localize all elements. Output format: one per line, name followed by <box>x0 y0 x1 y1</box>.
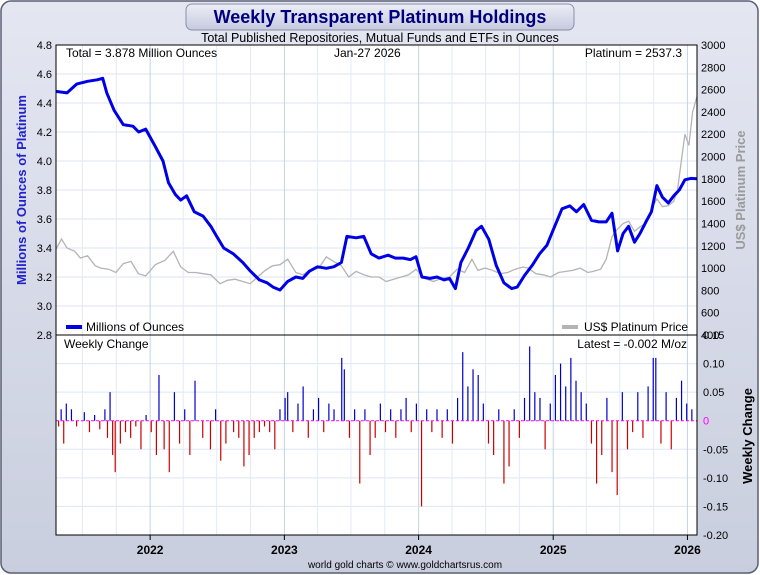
title-box <box>185 3 575 31</box>
y2-tick-label: 600 <box>701 308 719 320</box>
chart-subtitle: Total Published Repositories, Mutual Fun… <box>201 31 559 45</box>
y2-tick-label: 2400 <box>701 107 725 119</box>
y2-tick-label: 1800 <box>701 174 725 186</box>
change-tick-label: 0 <box>703 416 709 428</box>
y-tick-label: 3.6 <box>37 214 52 226</box>
axis-labels: 4.8 4.6 4.4 4.2 4.0 3.8 3.6 3.4 3.2 3.0 2.8 3000 280… <box>37 40 728 557</box>
holdings-line <box>55 76 698 292</box>
change-tick-label: -0.05 <box>703 444 728 456</box>
price-annotation: Platinum = 2537.3 <box>585 46 682 60</box>
plot-border <box>55 44 698 536</box>
x-tick-label: 2022 <box>137 543 164 557</box>
y2-tick-label: 1000 <box>701 263 725 275</box>
weekly-change-bars <box>56 346 698 507</box>
y2-tick-label: 2000 <box>701 152 725 164</box>
y-tick-label: 4.4 <box>37 98 52 110</box>
change-tick-label: -0.15 <box>703 501 728 513</box>
change-tick-label: -0.20 <box>703 530 728 542</box>
y2-tick-label: 400 <box>701 330 719 342</box>
change-tick-label: 0.05 <box>703 387 724 399</box>
latest-annotation: Latest = -0.002 M/oz <box>577 337 687 351</box>
y-tick-label: 3.0 <box>37 301 52 313</box>
y2-tick-label: 2800 <box>701 62 725 74</box>
weekly-change-axis-label: Weekly Change <box>740 388 755 484</box>
y2-tick-label: 1600 <box>701 196 725 208</box>
y2-tick-label: 2200 <box>701 129 725 141</box>
y2-tick-label: 800 <box>701 285 719 297</box>
y-tick-label: 3.4 <box>37 243 52 255</box>
y-tick-label: 4.8 <box>37 40 52 52</box>
y-tick-label: 3.2 <box>37 272 52 284</box>
series-lines <box>55 76 698 292</box>
chart-title: Weekly Transparent Platinum Holdings <box>214 7 547 27</box>
plot-background <box>56 45 697 535</box>
y2-tick-label: 2600 <box>701 85 725 97</box>
y-tick-label: 4.6 <box>37 69 52 81</box>
date-annotation: Jan-27 2026 <box>334 46 401 60</box>
y2-tick-label: 1200 <box>701 241 725 253</box>
y-tick-label: 3.8 <box>37 185 52 197</box>
y-tick-label: 2.8 <box>37 330 52 342</box>
y-tick-label: 4.2 <box>37 127 52 139</box>
change-tick-label: 0.15 <box>703 330 724 342</box>
total-annotation: Total = 3.878 Million Ounces <box>66 46 217 60</box>
legend-price-label: US$ Platinum Price <box>584 320 688 334</box>
footer-credit: world gold charts © www.goldchartsrus.co… <box>307 560 502 571</box>
change-tick-label: 0.10 <box>703 359 724 371</box>
y-tick-label: 4.0 <box>37 156 52 168</box>
x-tick-label: 2025 <box>540 543 567 557</box>
y2-tick-label: 1400 <box>701 218 725 230</box>
y2-axis-label: US$ Platinum Price <box>733 130 748 249</box>
x-tick-label: 2024 <box>405 543 432 557</box>
x-tick-label: 2023 <box>271 543 298 557</box>
y-axis-label: Millions of Ounces of Platinum <box>14 95 29 285</box>
y2-tick-label: 3000 <box>701 40 725 52</box>
x-tick-label: 2026 <box>674 543 701 557</box>
price-line <box>55 96 698 285</box>
legend-ounces-label: Millions of Ounces <box>86 320 184 334</box>
change-tick-label: -0.10 <box>703 473 728 485</box>
weekly-change-title: Weekly Change <box>64 337 149 351</box>
